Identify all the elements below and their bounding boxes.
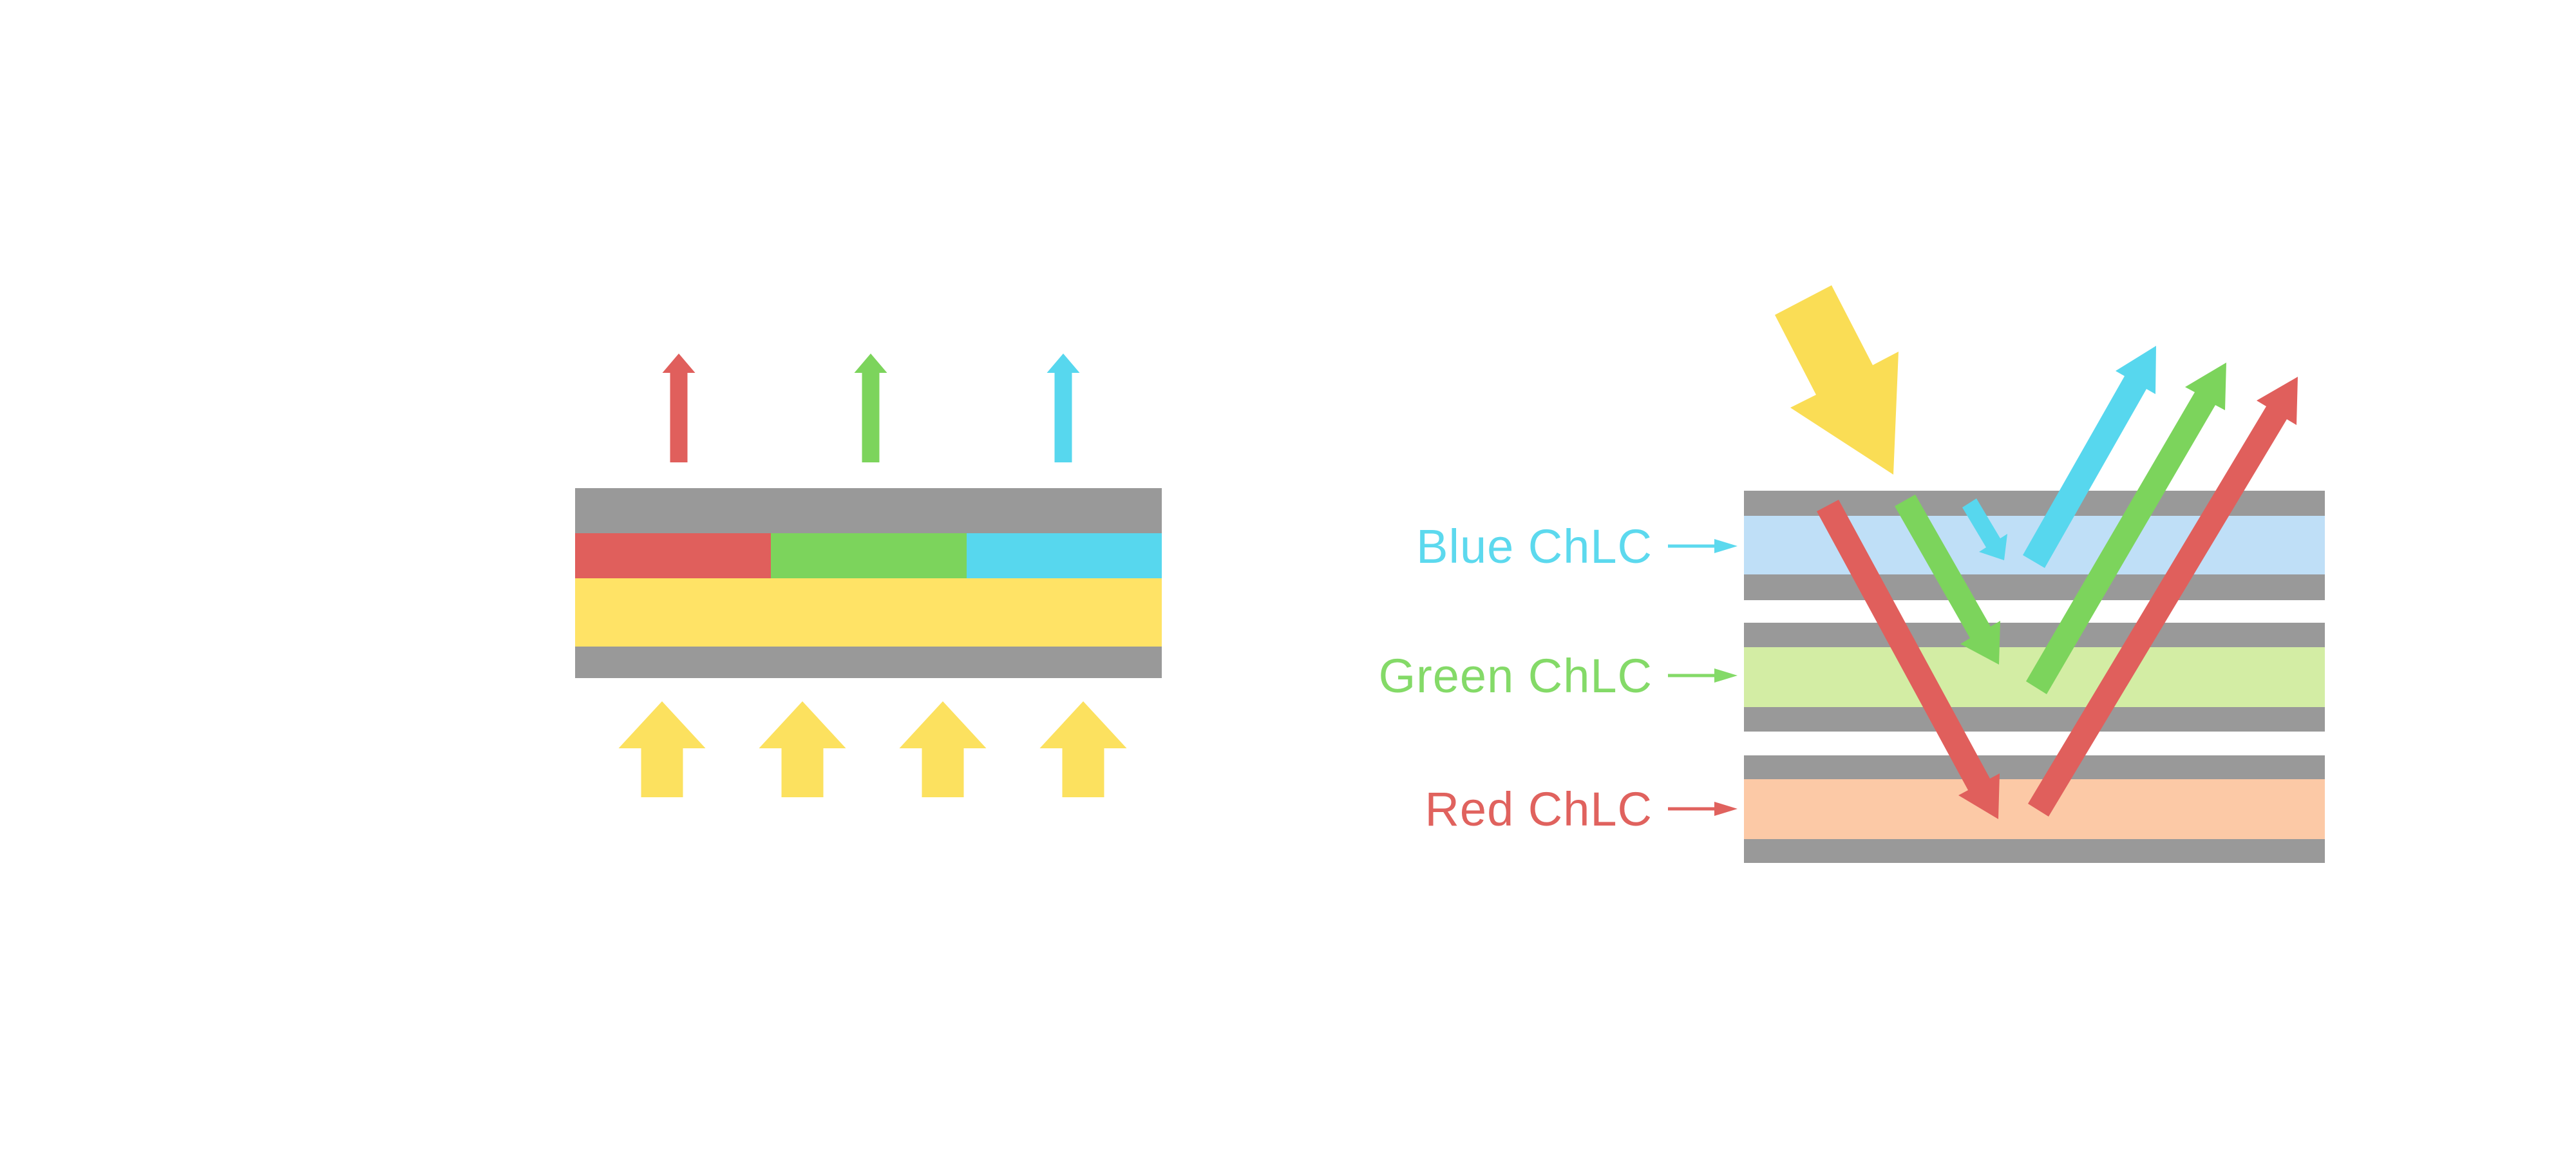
backlight-arrow-icon: [618, 701, 706, 797]
green-chlc-label-arrow-icon: [1668, 668, 1738, 683]
green-cell-top-substrate: [1744, 623, 2325, 647]
blue-cell-bottom-substrate: [1744, 574, 2325, 600]
green-reflected-up-arrow-icon: [2026, 363, 2226, 694]
left-top-substrate-layer: [575, 488, 1162, 533]
green-transmitted-down-arrow-icon: [1895, 495, 2000, 665]
red-emitted-light-arrow-icon: [662, 354, 696, 462]
green-filter-segment: [771, 533, 967, 578]
green-emitted-light-arrow-icon: [854, 354, 887, 462]
red-reflected-up-arrow-icon: [2028, 377, 2298, 817]
backlight-filter-diagram: [575, 354, 1162, 797]
backlight-layer: [575, 578, 1162, 647]
blue-emitted-light-arrow-icon: [1046, 354, 1080, 462]
incident-light-arrow-icon: [1775, 285, 1899, 475]
red-filter-segment: [575, 533, 771, 578]
blue-transmitted-down-arrow-icon: [1962, 498, 2007, 560]
red-cell-bottom-substrate: [1744, 839, 2325, 863]
green-chlc-label: Green ChLC: [1379, 649, 1653, 703]
backlight-arrow-icon: [899, 701, 987, 797]
green-cell-bottom-substrate: [1744, 707, 2325, 732]
red-chlc-label-arrow-icon: [1668, 802, 1738, 816]
red-chlc-layer: [1744, 779, 2325, 839]
chlc-stack-diagram: Blue ChLC Green ChLC Red ChLC: [1379, 285, 2325, 863]
backlight-arrow-icon: [1039, 701, 1127, 797]
red-transmitted-down-arrow-icon: [1817, 500, 2000, 819]
red-cell-top-substrate: [1744, 755, 2325, 779]
blue-chlc-label: Blue ChLC: [1416, 520, 1653, 573]
left-bottom-substrate-layer: [575, 647, 1162, 678]
red-chlc-label: Red ChLC: [1425, 782, 1653, 836]
blue-reflected-up-arrow-icon: [2023, 346, 2156, 568]
blue-filter-segment: [967, 533, 1162, 578]
backlight-arrow-icon: [759, 701, 846, 797]
blue-chlc-label-arrow-icon: [1668, 539, 1738, 553]
